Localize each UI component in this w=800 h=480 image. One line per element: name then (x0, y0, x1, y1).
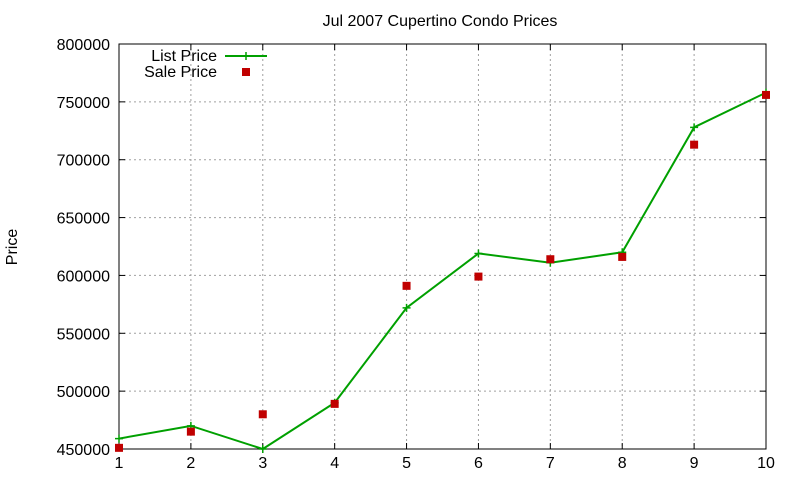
legend-square-marker (242, 68, 250, 76)
x-tick-label: 4 (330, 455, 339, 472)
sale-price-point (690, 140, 699, 149)
list-price-point (258, 445, 267, 453)
legend-plus-marker (242, 52, 250, 60)
sale-price-point (115, 443, 123, 452)
x-tick-label: 5 (402, 455, 411, 472)
sale-price-point (330, 399, 339, 408)
list-price-point (115, 434, 123, 443)
y-tick-label: 600000 (57, 268, 110, 285)
y-tick-label: 700000 (57, 153, 110, 170)
y-tick-label: 800000 (57, 37, 110, 54)
x-tick-label: 9 (690, 455, 699, 472)
chart-title: Jul 2007 Cupertino Condo Prices (323, 13, 558, 30)
sale-price-point (618, 252, 627, 261)
y-tick-label: 450000 (57, 442, 110, 459)
sale-price-point (186, 427, 195, 436)
y-tick-label: 650000 (57, 211, 110, 228)
x-tick-label: 2 (186, 455, 195, 472)
plot-frame (118, 43, 767, 450)
y-axis-label: Price (4, 229, 21, 266)
x-tick-label: 8 (618, 455, 627, 472)
sale-price-point (402, 281, 411, 290)
series-list-price (115, 88, 770, 453)
list-price-point (402, 303, 411, 312)
grid (119, 44, 766, 449)
x-tick-label: 6 (474, 455, 483, 472)
x-tick-label: 1 (115, 455, 124, 472)
series-layer (115, 88, 770, 453)
sale-price-point (258, 410, 267, 419)
legend-label: Sale Price (144, 64, 217, 81)
legend-label: List Price (151, 48, 217, 65)
axis-ticks: 1 2 3 4 5 6 7 8 9 10 450000 500000 550000 600000 65000… (57, 37, 775, 472)
x-tick-label: 7 (546, 455, 555, 472)
x-tick-label: 10 (757, 455, 775, 472)
y-tick-label: 500000 (57, 384, 110, 401)
sale-price-point (762, 90, 770, 99)
series-sale-price (115, 90, 770, 452)
sale-price-point (546, 255, 555, 264)
y-tick-label: 550000 (57, 326, 110, 343)
sale-price-point (474, 272, 483, 281)
x-tick-label: 3 (258, 455, 267, 472)
y-tick-label: 750000 (57, 95, 110, 112)
list-price-point (690, 123, 699, 132)
list-price-line (118, 91, 767, 451)
list-price-point (474, 249, 483, 258)
